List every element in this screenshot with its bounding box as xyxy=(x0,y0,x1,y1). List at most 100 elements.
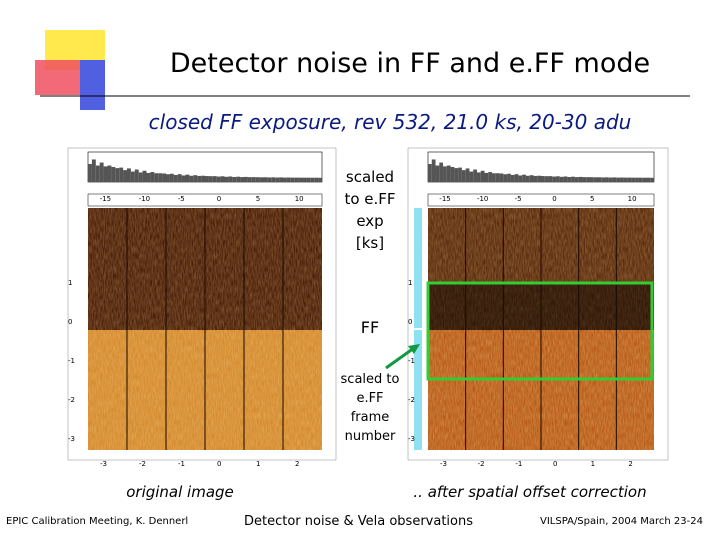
histogram-bar xyxy=(212,176,217,182)
histogram-bar xyxy=(228,176,233,182)
histogram-bar xyxy=(201,175,205,182)
histogram-bar xyxy=(158,173,163,182)
top-tick-label: 5 xyxy=(256,195,260,203)
histogram-bar xyxy=(480,170,485,182)
histogram-bar xyxy=(650,177,654,182)
histogram-bar xyxy=(208,176,213,182)
histogram-bar xyxy=(541,176,545,182)
histogram-bar xyxy=(193,175,198,182)
histogram-bar xyxy=(608,177,613,182)
histogram-bar xyxy=(582,177,587,182)
histogram-bar xyxy=(476,172,481,182)
histogram-bar xyxy=(314,177,319,182)
top-tick-label: 5 xyxy=(590,195,594,203)
histogram-bar xyxy=(119,167,124,182)
histogram-bar xyxy=(107,165,112,182)
histogram-bar xyxy=(567,177,572,182)
histogram-bar xyxy=(142,170,147,182)
histogram-bar xyxy=(635,177,639,182)
histogram-bar xyxy=(552,176,557,182)
histogram-bar xyxy=(503,174,508,182)
histogram-bar xyxy=(492,173,496,182)
histogram-bar xyxy=(224,176,229,182)
histogram-bar xyxy=(548,176,553,182)
top-tick-label: -10 xyxy=(139,195,150,203)
bottom-tick-label: 1 xyxy=(591,460,595,468)
histogram-bar xyxy=(283,177,287,182)
histogram-bar xyxy=(197,175,202,182)
histogram-bar xyxy=(642,177,647,182)
histogram-bar xyxy=(310,177,315,182)
bottom-tick-label: 0 xyxy=(217,460,221,468)
histogram-bar xyxy=(247,177,252,182)
bottom-tick-label: 2 xyxy=(295,460,299,468)
left-tick-label: -2 xyxy=(408,396,415,404)
histogram-bar xyxy=(439,162,444,182)
histogram-bar xyxy=(593,177,598,182)
annotation: scaled to e.FF exp [ks] xyxy=(344,168,396,252)
histogram-bar xyxy=(578,176,583,182)
caption: original image xyxy=(126,483,234,501)
histogram-bar xyxy=(115,168,120,182)
histogram-bar xyxy=(302,177,307,182)
histogram-bar xyxy=(91,159,96,182)
left-tick-label: -1 xyxy=(408,357,415,365)
histogram-bar xyxy=(263,177,268,182)
histogram-bar xyxy=(275,177,280,182)
strip xyxy=(87,193,323,207)
histogram-bar xyxy=(522,174,526,182)
histogram-bar xyxy=(499,173,504,182)
top-tick-label: 0 xyxy=(217,195,221,203)
histogram-bar xyxy=(150,172,155,182)
histogram-bar xyxy=(443,166,447,182)
left-tick-label: 1 xyxy=(68,279,72,287)
histogram-bar xyxy=(220,176,225,182)
bottom-tick-label: 2 xyxy=(628,460,632,468)
histogram-bar xyxy=(461,170,466,182)
histogram-bar xyxy=(488,172,493,182)
histogram-bar xyxy=(514,174,519,182)
histogram-bar xyxy=(130,171,135,182)
histogram-bar xyxy=(290,177,295,182)
histogram-bar xyxy=(484,172,489,182)
histogram-bar xyxy=(166,174,170,182)
top-tick-label: 0 xyxy=(552,195,556,203)
histogram-bar xyxy=(601,177,606,182)
bottom-tick-label: -2 xyxy=(478,460,485,468)
histogram-bar xyxy=(127,168,131,182)
histogram-bar xyxy=(435,165,440,182)
histogram-bar xyxy=(259,177,264,182)
histogram-bar xyxy=(537,175,541,182)
footer-right: VILSPA/Spain, 2004 March 23-24 xyxy=(540,516,703,527)
histogram-bar xyxy=(236,176,241,182)
bottom-tick-label: 1 xyxy=(256,460,260,468)
histogram-bar xyxy=(232,177,237,182)
top-tick-label: -10 xyxy=(477,195,488,203)
histogram-bar xyxy=(638,177,643,182)
histogram-bar xyxy=(306,177,311,182)
histogram-bar xyxy=(88,164,92,182)
histogram-bar xyxy=(525,175,530,182)
caption: .. after spatial offset correction xyxy=(413,483,647,501)
top-tick-label: -5 xyxy=(515,195,522,203)
histogram-bar xyxy=(518,175,523,182)
histogram-bar xyxy=(446,165,451,182)
histogram-bar xyxy=(271,177,276,182)
bottom-tick-label: -3 xyxy=(100,460,107,468)
histogram-bar xyxy=(605,177,609,182)
bottom-tick-label: -1 xyxy=(515,460,522,468)
top-tick-label: -5 xyxy=(178,195,185,203)
histogram-bar xyxy=(627,177,632,182)
histogram-bar xyxy=(205,176,209,182)
histogram-bar xyxy=(255,177,260,182)
footer-left: EPIC Calibration Meeting, K. Dennerl xyxy=(6,516,189,527)
histogram-bar xyxy=(469,171,474,182)
histogram-bar xyxy=(267,177,272,182)
histogram-bar xyxy=(169,173,174,182)
histogram-bar xyxy=(251,177,256,182)
bottom-tick-label: -2 xyxy=(139,460,146,468)
histogram-bar xyxy=(181,175,186,182)
histogram-bar xyxy=(279,177,283,182)
histogram-bar xyxy=(99,162,104,182)
